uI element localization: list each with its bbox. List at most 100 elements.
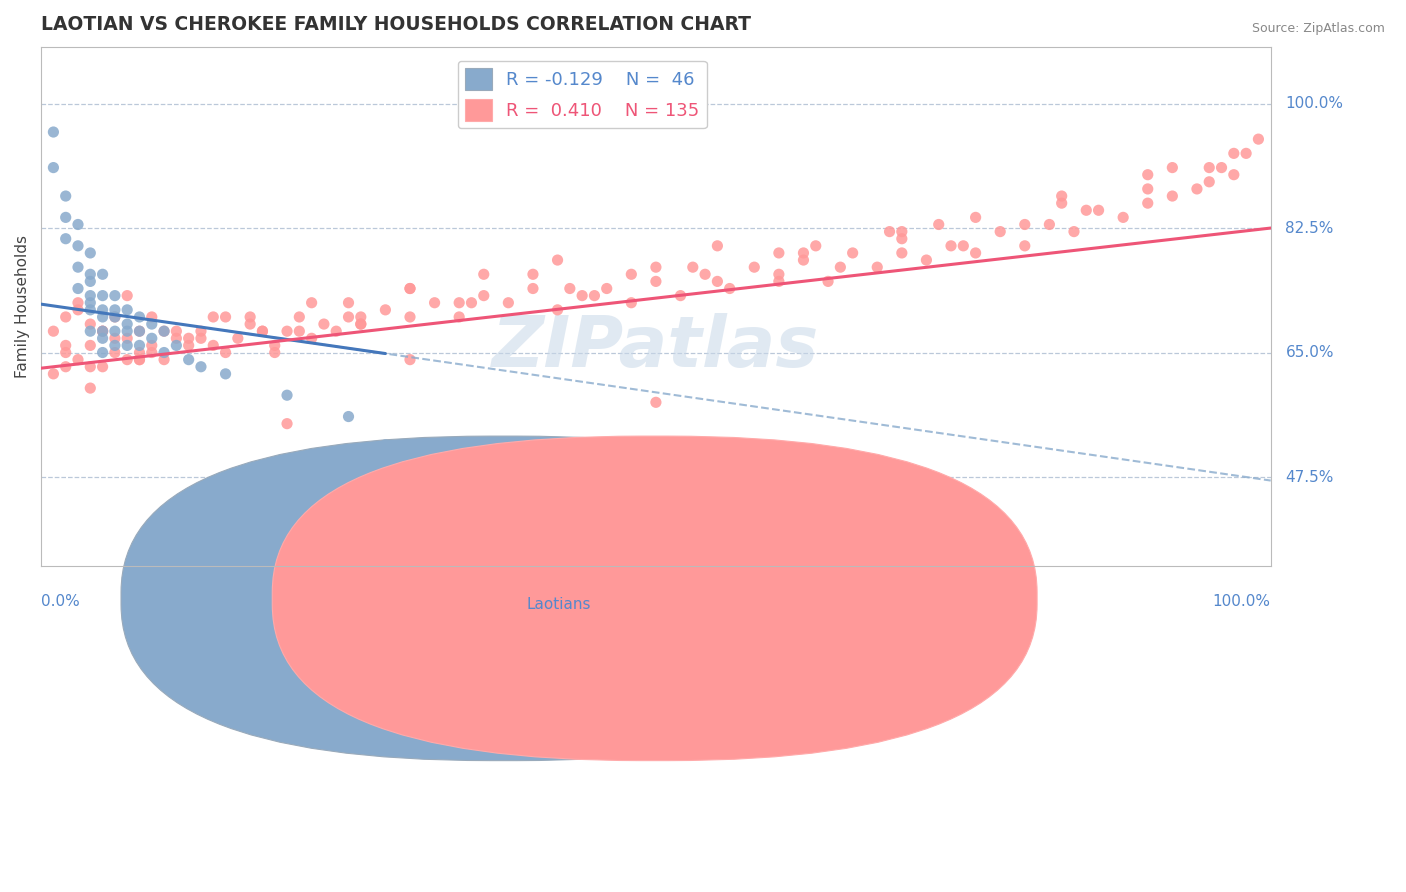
Point <box>79 288 101 302</box>
Point <box>1234 146 1257 161</box>
Point <box>890 232 912 246</box>
Point <box>128 324 150 338</box>
Text: Source: ZipAtlas.com: Source: ZipAtlas.com <box>1251 22 1385 36</box>
Point <box>128 338 150 352</box>
Point <box>337 310 360 324</box>
Point <box>91 302 114 317</box>
Text: 47.5%: 47.5% <box>1285 469 1334 484</box>
Point <box>79 274 101 288</box>
Point <box>79 295 101 310</box>
Point <box>620 267 643 281</box>
Point <box>620 295 643 310</box>
Point <box>104 302 127 317</box>
Point <box>104 324 127 338</box>
Point <box>55 359 77 374</box>
Point <box>79 324 101 338</box>
Point <box>706 274 728 288</box>
Point <box>239 310 262 324</box>
Point <box>374 438 396 452</box>
Point <box>1112 211 1135 225</box>
Point <box>226 331 249 345</box>
Point <box>79 246 101 260</box>
Point <box>79 302 101 317</box>
Point <box>1198 175 1220 189</box>
Point <box>141 338 163 352</box>
Point <box>350 310 373 324</box>
Point <box>1185 182 1208 196</box>
Text: Laotians: Laotians <box>527 597 592 612</box>
Point <box>91 359 114 374</box>
Point <box>202 338 225 352</box>
Point <box>55 189 77 203</box>
Point <box>1136 168 1159 182</box>
Point <box>547 302 569 317</box>
Point <box>79 338 101 352</box>
Point <box>1223 168 1246 182</box>
Point <box>841 246 863 260</box>
Text: 65.0%: 65.0% <box>1285 345 1334 360</box>
Point <box>153 352 176 367</box>
Point <box>669 288 692 302</box>
Point <box>399 281 422 295</box>
Point <box>1063 225 1085 239</box>
Point <box>104 288 127 302</box>
Point <box>91 288 114 302</box>
Point <box>79 381 101 395</box>
Text: 100.0%: 100.0% <box>1213 594 1271 609</box>
Point <box>792 246 814 260</box>
Point <box>115 302 138 317</box>
Point <box>768 274 790 288</box>
Point <box>79 317 101 331</box>
Point <box>1050 196 1073 211</box>
Point <box>645 395 668 409</box>
Point <box>252 324 274 338</box>
Point <box>55 310 77 324</box>
Point <box>239 317 262 331</box>
Point <box>301 295 323 310</box>
Point <box>66 281 89 295</box>
FancyBboxPatch shape <box>121 436 886 761</box>
Point <box>571 288 593 302</box>
Point <box>522 267 544 281</box>
Point <box>55 345 77 359</box>
Point <box>42 125 65 139</box>
Point <box>177 352 200 367</box>
Point <box>141 345 163 359</box>
Point <box>66 218 89 232</box>
Point <box>768 267 790 281</box>
Point <box>55 338 77 352</box>
Point <box>1161 161 1184 175</box>
Point <box>693 267 716 281</box>
Point <box>325 324 347 338</box>
Point <box>288 310 311 324</box>
Point <box>965 211 987 225</box>
Point <box>1223 146 1246 161</box>
Point <box>350 317 373 331</box>
Y-axis label: Family Households: Family Households <box>15 235 30 378</box>
Point <box>66 302 89 317</box>
Point <box>214 345 236 359</box>
Text: 0.0%: 0.0% <box>41 594 80 609</box>
Point <box>79 267 101 281</box>
Point <box>79 359 101 374</box>
Point <box>115 288 138 302</box>
Point <box>337 295 360 310</box>
Point <box>104 310 127 324</box>
Point <box>66 295 89 310</box>
Point <box>399 352 422 367</box>
Text: LAOTIAN VS CHEROKEE FAMILY HOUSEHOLDS CORRELATION CHART: LAOTIAN VS CHEROKEE FAMILY HOUSEHOLDS CO… <box>41 15 751 34</box>
Text: 82.5%: 82.5% <box>1285 220 1334 235</box>
Point <box>879 225 901 239</box>
FancyBboxPatch shape <box>273 436 1038 761</box>
Point <box>276 324 298 338</box>
Point <box>449 310 471 324</box>
Point <box>1050 189 1073 203</box>
Point <box>190 359 212 374</box>
Point <box>276 388 298 402</box>
Point <box>128 352 150 367</box>
Point <box>449 295 471 310</box>
Point <box>472 288 495 302</box>
Point <box>965 246 987 260</box>
Point <box>399 281 422 295</box>
Point <box>104 338 127 352</box>
